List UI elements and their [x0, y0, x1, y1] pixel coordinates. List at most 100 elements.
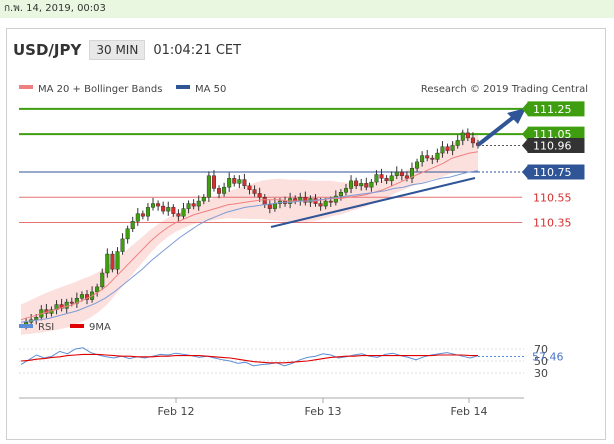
- candle-body: [364, 183, 369, 188]
- ma50-legend-swatch: [176, 85, 190, 89]
- candle-body: [211, 175, 216, 189]
- candle-body: [222, 186, 227, 194]
- level-tag-pointer-110.75: [522, 165, 528, 179]
- rsi-line: [20, 347, 479, 367]
- level-tag-pointer-110.35: [522, 215, 528, 230]
- level-tag-pointer-111.05: [522, 127, 528, 142]
- level-tag-bg-110.35: [528, 215, 584, 230]
- candle-body: [267, 204, 272, 209]
- candle-body: [186, 203, 191, 209]
- ma9-legend-label: 9MA: [89, 322, 111, 333]
- x-label-2: Feb 14: [451, 405, 488, 418]
- forecast-arrow-head: [507, 108, 526, 124]
- candle-body: [303, 197, 308, 203]
- candle-body: [166, 207, 171, 212]
- level-tag-pointer-111.25: [522, 101, 528, 116]
- candle-body: [232, 178, 237, 184]
- level-tag-bg-110.55: [528, 190, 584, 205]
- candle-body: [369, 181, 374, 188]
- ma50-line: [20, 170, 479, 323]
- candle-body: [409, 168, 414, 179]
- candle-body: [34, 316, 39, 320]
- level-tag-111.05: 111.05: [533, 128, 572, 141]
- level-lines: [19, 107, 524, 223]
- level-tag-pointer-110.96: [522, 138, 528, 153]
- time-label: 01:04:21 CET: [153, 42, 242, 58]
- candle-body: [95, 286, 100, 293]
- candle-body: [247, 185, 252, 190]
- level-tag-111.25: 111.25: [533, 103, 572, 116]
- candle-body: [323, 200, 328, 207]
- rsi-level-50: 50: [534, 355, 548, 368]
- candle-body: [125, 228, 130, 240]
- timeframe-badge[interactable]: 30 MIN: [89, 40, 146, 60]
- candle-body: [389, 175, 394, 182]
- rsi-ma-line: [20, 353, 478, 364]
- rsi-level-30: 30: [534, 367, 548, 380]
- candle-body: [135, 213, 140, 222]
- candle-body: [470, 137, 475, 144]
- candle-body: [440, 146, 445, 154]
- candle-body: [161, 205, 166, 212]
- candle-body: [176, 213, 181, 217]
- candle-body: [359, 183, 364, 187]
- candle-body: [130, 221, 135, 230]
- candle-body: [110, 253, 115, 270]
- candle-body: [206, 175, 211, 198]
- chart-panel: [6, 28, 606, 440]
- forecast-arrow-shaft: [476, 114, 517, 147]
- candle-body: [181, 208, 186, 217]
- candle-body: [318, 203, 323, 207]
- ma50-legend-label: MA 50: [195, 84, 226, 95]
- symbol-title: USD/JPY: [13, 41, 82, 59]
- candle-body: [196, 200, 201, 207]
- candle-body: [465, 132, 470, 139]
- candle-body: [257, 193, 262, 198]
- candle-body: [333, 195, 338, 203]
- candle-body: [100, 272, 105, 288]
- candle-body: [120, 238, 125, 252]
- candle-body: [430, 157, 435, 160]
- rsi-legend-label: RSI: [38, 322, 54, 333]
- ma9-legend-swatch: [70, 324, 84, 328]
- x-label-0: Feb 12: [158, 405, 195, 418]
- bollinger-band-fill: [21, 132, 478, 335]
- candle-body: [450, 145, 455, 151]
- candle-body: [242, 179, 247, 187]
- candle-body: [425, 155, 430, 159]
- rsi-level-70: 70: [534, 343, 548, 356]
- candle-body: [64, 301, 69, 309]
- bollinger-bands: [21, 132, 478, 335]
- candle-body: [105, 253, 110, 274]
- ma20-legend-label: MA 20 + Bollinger Bands: [38, 84, 162, 95]
- candle-body: [379, 174, 384, 179]
- candle-body: [237, 179, 242, 184]
- candle-body: [298, 197, 303, 202]
- x-axis-labels: Feb 12 Feb 13 Feb 14: [158, 398, 488, 418]
- candle-body: [171, 207, 176, 214]
- moving-averages: [20, 151, 479, 323]
- rsi-legend-swatch: [19, 324, 33, 328]
- candle-body: [374, 174, 379, 183]
- candle-body: [227, 178, 232, 188]
- x-label-1: Feb 13: [305, 405, 342, 418]
- candle-body: [140, 213, 145, 217]
- candle-body: [420, 155, 425, 163]
- chart-header: USD/JPY 30 MIN 01:04:21 CET: [13, 39, 241, 61]
- candle-body: [145, 207, 150, 217]
- candle-body: [404, 175, 409, 179]
- candle-body: [201, 197, 206, 202]
- candle-body: [394, 171, 399, 176]
- candle-body: [59, 304, 64, 309]
- level-tag-110.75: 110.75: [533, 166, 572, 179]
- candle-body: [115, 251, 120, 270]
- candle-body: [338, 191, 343, 197]
- candle-body: [384, 178, 389, 182]
- level-tag-pointer-110.55: [522, 190, 528, 205]
- trendline-support: [270, 177, 476, 228]
- candle-body: [217, 188, 222, 194]
- candle-body: [455, 140, 460, 146]
